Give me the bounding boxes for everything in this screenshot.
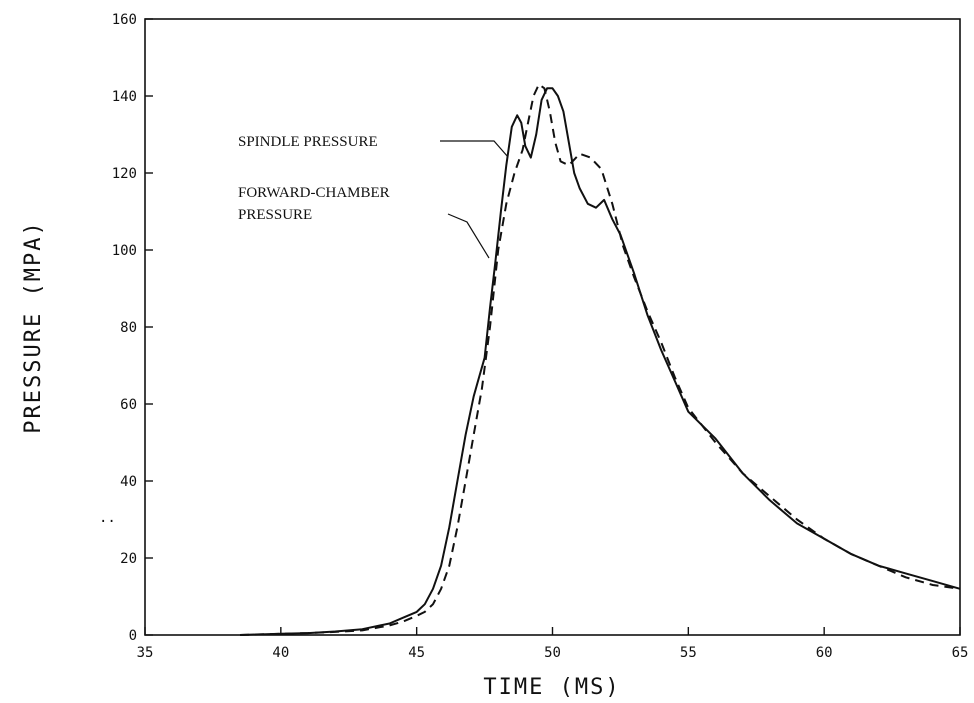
annotation-forward-chamber-line2: PRESSURE (238, 207, 312, 223)
annotation-forward-chamber-line1: FORWARD-CHAMBER (238, 185, 390, 201)
y-tick-label: 160 (112, 12, 137, 28)
x-axis-ticks: 35 40 45 50 55 60 65 (137, 627, 969, 661)
x-tick-label: 65 (952, 645, 969, 661)
y-tick-label: 40 (120, 474, 137, 490)
y-tick-label: 0 (129, 628, 137, 644)
y-tick-label: 140 (112, 89, 137, 105)
annotation-forward-chamber-leader (447, 213, 490, 259)
y-axis-title: PRESSURE (MPA) (21, 220, 46, 433)
y-tick-label: 80 (120, 320, 137, 336)
x-tick-label: 50 (544, 645, 561, 661)
x-tick-label: 40 (272, 645, 289, 661)
y-tick-label: 60 (120, 397, 137, 413)
series-layer (240, 83, 961, 636)
x-tick-label: 35 (137, 645, 154, 661)
series-line-forward-chamber-pressure (240, 83, 961, 636)
y-axis-ticks: 0 20 40 60 80 100 120 140 160 (112, 12, 153, 644)
plot-frame (144, 18, 961, 636)
y-tick-label: 120 (112, 166, 137, 182)
x-axis-title: TIME (MS) (483, 675, 620, 700)
series-line-spindle-pressure (240, 87, 961, 636)
x-tick-label: 45 (408, 645, 425, 661)
annotation-spindle-leader (440, 140, 509, 158)
stray-mark: .. (99, 510, 116, 526)
x-tick-label: 60 (816, 645, 833, 661)
annotation-spindle-pressure: SPINDLE PRESSURE (238, 134, 378, 150)
x-tick-label: 55 (680, 645, 697, 661)
y-tick-label: 20 (120, 551, 137, 567)
y-tick-label: 100 (112, 243, 137, 259)
